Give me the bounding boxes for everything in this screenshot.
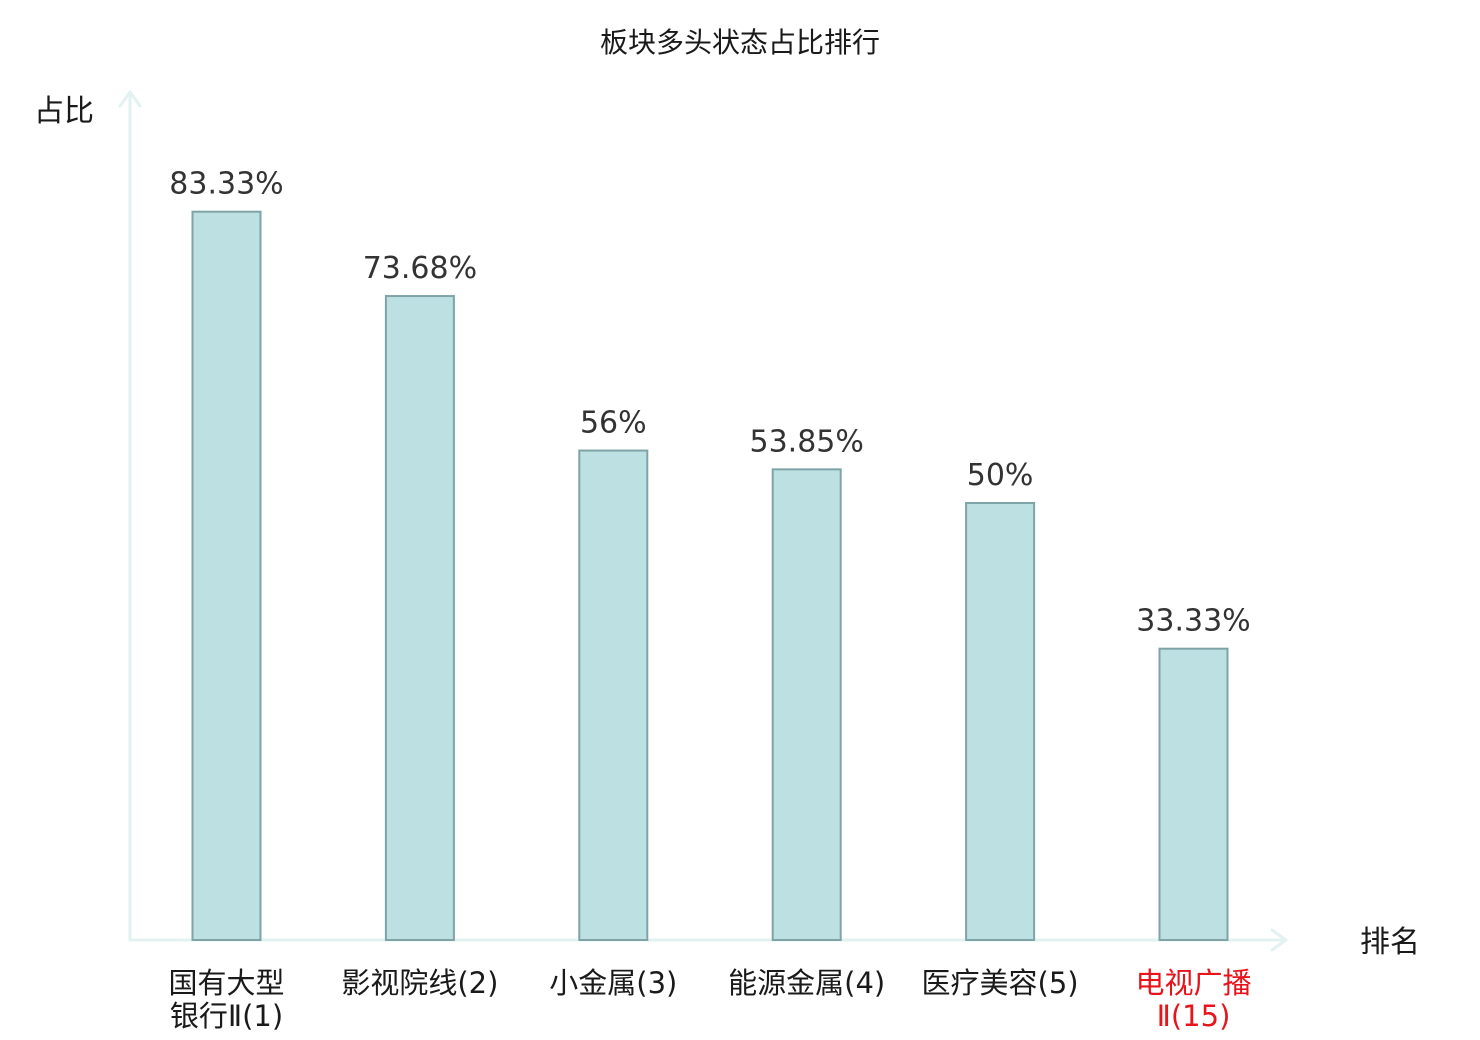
- category-label-line: 小金属(3): [549, 966, 677, 1000]
- axes: [118, 90, 1288, 952]
- category-label-1: 国有大型银行Ⅱ(1): [168, 966, 284, 1033]
- category-label-line: 影视院线(2): [341, 966, 498, 1000]
- value-labels: 83.33% 73.68% 56% 53.85% 50% 33.33%: [169, 167, 1250, 639]
- category-label-line: 银行Ⅱ(1): [170, 999, 283, 1033]
- bar-2: [384, 295, 455, 941]
- category-labels: 国有大型银行Ⅱ(1) 影视院线(2) 小金属(3) 能源金属(4) 医疗美容(5) 电视广…: [168, 966, 1251, 1033]
- bars: [191, 210, 1229, 941]
- category-label-line: 能源金属(4): [728, 966, 885, 1000]
- value-label-6: 33.33%: [1136, 604, 1250, 639]
- value-label-5: 50%: [967, 458, 1034, 493]
- category-label-5: 医疗美容(5): [922, 966, 1079, 1000]
- category-label-line: 医疗美容(5): [922, 966, 1079, 1000]
- x-axis-arrow: [1270, 928, 1288, 952]
- value-label-1: 83.33%: [169, 167, 283, 202]
- x-axis-label: 排名: [1360, 925, 1420, 960]
- bar-5: [965, 502, 1036, 941]
- bar-3: [578, 449, 649, 941]
- category-label-6: 电视广播 Ⅱ(15): [1135, 966, 1251, 1033]
- category-label-line: 国有大型: [168, 966, 284, 1000]
- y-axis-arrow: [118, 90, 142, 108]
- value-label-2: 73.68%: [363, 251, 477, 286]
- category-label-2: 影视院线(2): [341, 966, 498, 1000]
- category-label-3: 小金属(3): [549, 966, 677, 1000]
- bar-6: [1158, 647, 1229, 941]
- category-label-4: 能源金属(4): [728, 966, 885, 1000]
- bar-4: [771, 468, 842, 941]
- category-label-line: 电视广播: [1135, 966, 1251, 1000]
- value-label-3: 56%: [580, 406, 647, 441]
- bar-1: [191, 210, 262, 941]
- chart-title: 板块多头状态占比排行: [600, 26, 880, 59]
- category-label-line: Ⅱ(15): [1157, 999, 1231, 1033]
- value-label-4: 53.85%: [750, 424, 864, 459]
- y-axis-label: 占比: [34, 94, 94, 129]
